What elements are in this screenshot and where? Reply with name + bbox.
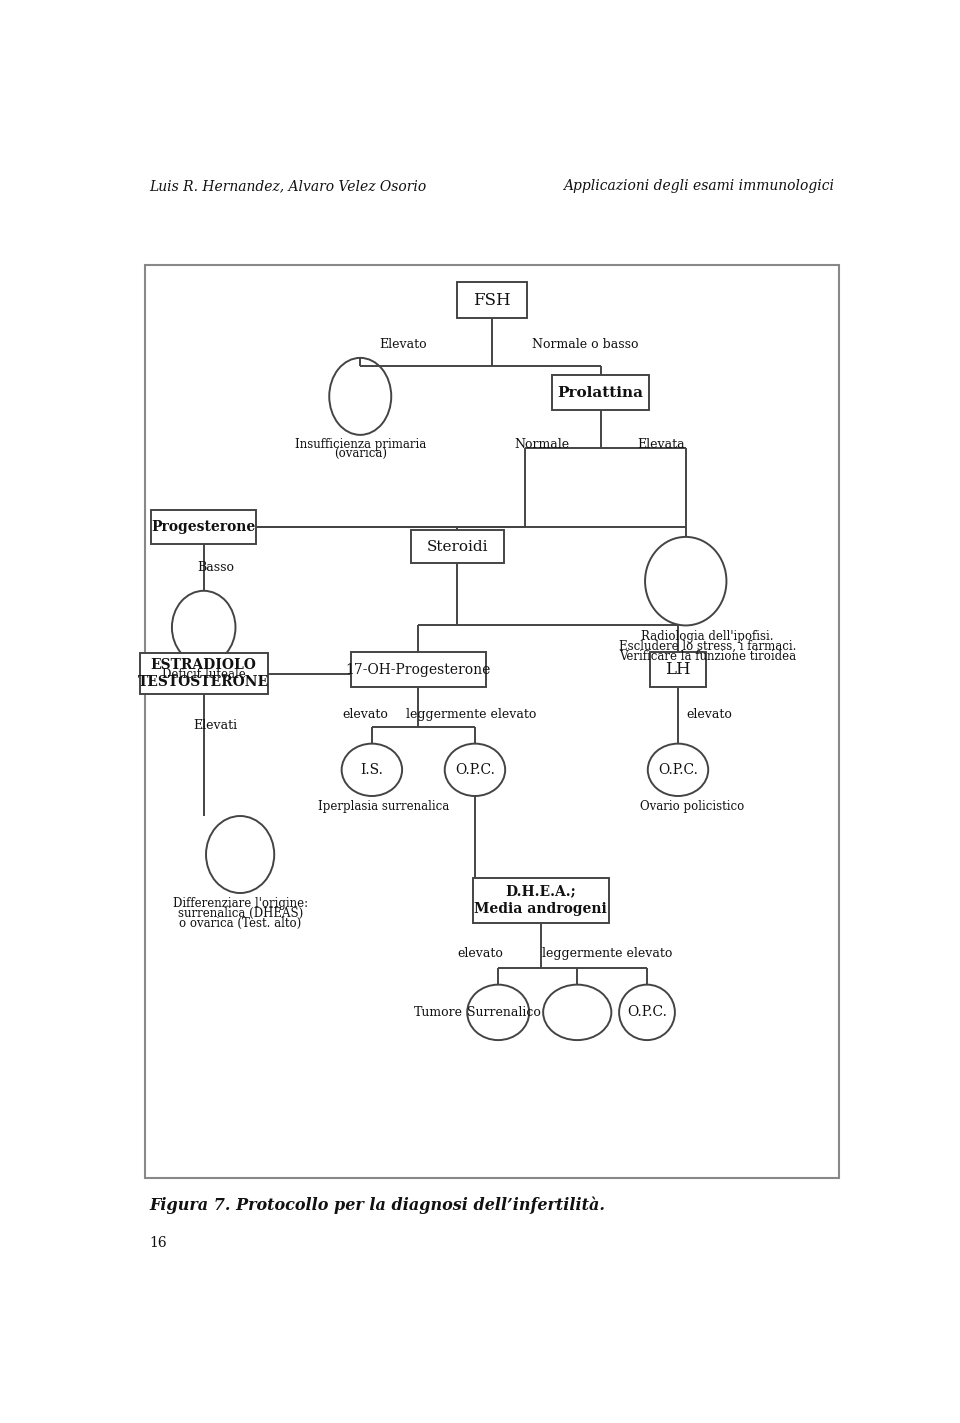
Text: Prolattina: Prolattina (558, 386, 643, 400)
FancyBboxPatch shape (350, 652, 486, 687)
Text: 16: 16 (150, 1237, 167, 1251)
Text: elevato: elevato (457, 946, 503, 959)
Text: Elevato: Elevato (379, 339, 426, 351)
FancyBboxPatch shape (552, 374, 649, 410)
Text: Tumore: Tumore (415, 1006, 464, 1019)
Text: Radiologia dell'ipofisi.: Radiologia dell'ipofisi. (641, 630, 774, 643)
Text: LH: LH (665, 662, 691, 679)
Text: Escludere lo stress, i farmaci.: Escludere lo stress, i farmaci. (619, 640, 796, 653)
Text: 17-OH-Progesterone: 17-OH-Progesterone (346, 663, 492, 677)
FancyBboxPatch shape (411, 529, 504, 564)
FancyBboxPatch shape (457, 282, 527, 317)
Ellipse shape (172, 591, 235, 665)
Text: O.P.C.: O.P.C. (627, 1006, 667, 1019)
FancyBboxPatch shape (145, 266, 839, 1178)
Text: O.P.C.: O.P.C. (455, 763, 495, 777)
Text: Elevata: Elevata (637, 438, 684, 451)
Text: ESTRADIOLO: ESTRADIOLO (151, 657, 256, 672)
FancyBboxPatch shape (650, 652, 706, 687)
Text: Surrenalico: Surrenalico (467, 1006, 540, 1019)
Text: Figura 7. Protocollo per la diagnosi dell’infertilità.: Figura 7. Protocollo per la diagnosi del… (150, 1197, 606, 1214)
Text: Luis R. Hernandez, Alvaro Velez Osorio: Luis R. Hernandez, Alvaro Velez Osorio (150, 179, 426, 194)
Ellipse shape (329, 357, 392, 435)
Text: elevato: elevato (343, 707, 389, 721)
Text: leggermente elevato: leggermente elevato (406, 707, 537, 721)
FancyBboxPatch shape (473, 878, 609, 924)
Text: Verificare la funzione tiroidea: Verificare la funzione tiroidea (619, 650, 796, 663)
Text: Steroidi: Steroidi (426, 539, 488, 554)
Text: FSH: FSH (473, 292, 511, 309)
Ellipse shape (206, 815, 275, 894)
Text: surrenalica (DHEAS): surrenalica (DHEAS) (178, 908, 302, 921)
Text: D.H.E.A.;: D.H.E.A.; (506, 884, 576, 898)
Text: Progesterone: Progesterone (152, 521, 255, 534)
Text: Ovario policistico: Ovario policistico (639, 800, 744, 814)
Ellipse shape (648, 744, 708, 795)
FancyBboxPatch shape (152, 511, 256, 544)
Text: Normale o basso: Normale o basso (532, 339, 638, 351)
Text: TESTOSTERONE: TESTOSTERONE (138, 675, 269, 689)
Ellipse shape (468, 985, 529, 1040)
Text: I.S.: I.S. (360, 763, 383, 777)
Ellipse shape (444, 744, 505, 795)
Text: Media androgeni: Media androgeni (474, 902, 608, 916)
Text: elevato: elevato (686, 707, 732, 721)
Text: leggermente elevato: leggermente elevato (541, 946, 672, 959)
Text: Deficit luteale: Deficit luteale (162, 669, 246, 682)
Ellipse shape (619, 985, 675, 1040)
Text: Elevati: Elevati (193, 720, 237, 733)
Text: O.P.C.: O.P.C. (658, 763, 698, 777)
Text: (ovarica): (ovarica) (334, 447, 387, 460)
Text: Applicazioni degli esami immunologici: Applicazioni degli esami immunologici (564, 179, 834, 194)
Ellipse shape (342, 744, 402, 795)
Text: Basso: Basso (197, 561, 234, 573)
Text: Normale: Normale (515, 438, 570, 451)
Text: o ovarica (Test. alto): o ovarica (Test. alto) (179, 918, 301, 931)
Text: Insufficienza primaria: Insufficienza primaria (295, 438, 426, 451)
Ellipse shape (543, 985, 612, 1040)
FancyBboxPatch shape (140, 653, 268, 694)
Text: Differenziare l'origine:: Differenziare l'origine: (173, 898, 308, 911)
Ellipse shape (645, 536, 727, 626)
Text: Iperplasia surrenalica: Iperplasia surrenalica (318, 800, 449, 814)
